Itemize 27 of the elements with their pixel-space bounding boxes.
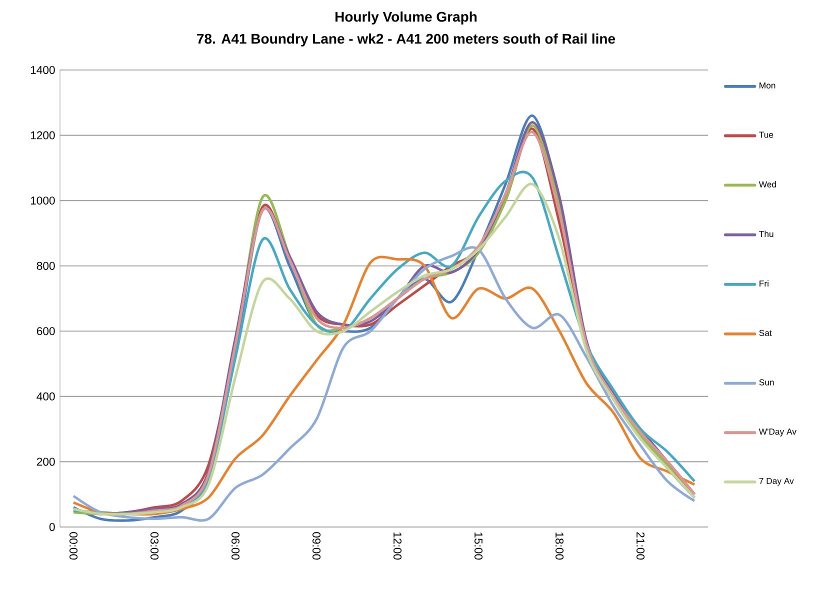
legend-label: Wed (758, 181, 776, 188)
legend-label: W'Day Av (758, 428, 796, 436)
y-tick-label: 200 (36, 458, 55, 466)
legend-label: Mon (760, 82, 776, 88)
legend-label: Sat (759, 330, 772, 336)
x-tick-label: 12:00 (394, 532, 402, 560)
x-tick-label: 15:00 (474, 532, 483, 560)
legend-label: 7 Day Av (759, 478, 794, 486)
y-tick-label: 1000 (30, 196, 55, 205)
x-tick-label: 06:00 (231, 532, 240, 560)
y-tick-label: 1400 (30, 66, 55, 74)
y-tick-label: 800 (36, 262, 55, 270)
legend-label: Thu (759, 230, 774, 238)
legend-label: Sun (759, 379, 774, 386)
x-tick-label: 21:00 (636, 532, 645, 560)
chart-title: Hourly Volume Graph (336, 11, 477, 25)
chart-subtitle: 78. A41 Boundry Lane - wk2 - A41 200 meters south of Rail line (197, 33, 616, 47)
legend-label: Tue (759, 132, 774, 138)
x-tick-label: 09:00 (312, 532, 321, 560)
y-tick-label: 400 (36, 392, 55, 400)
x-tick-label: 03:00 (150, 532, 159, 560)
y-tick-label: 1200 (30, 131, 55, 140)
x-tick-label: 18:00 (556, 532, 564, 560)
legend-label: Fri (760, 280, 768, 287)
x-tick-label: 00:00 (69, 532, 78, 560)
y-tick-label: 0 (49, 522, 55, 532)
y-tick-label: 600 (36, 327, 55, 336)
